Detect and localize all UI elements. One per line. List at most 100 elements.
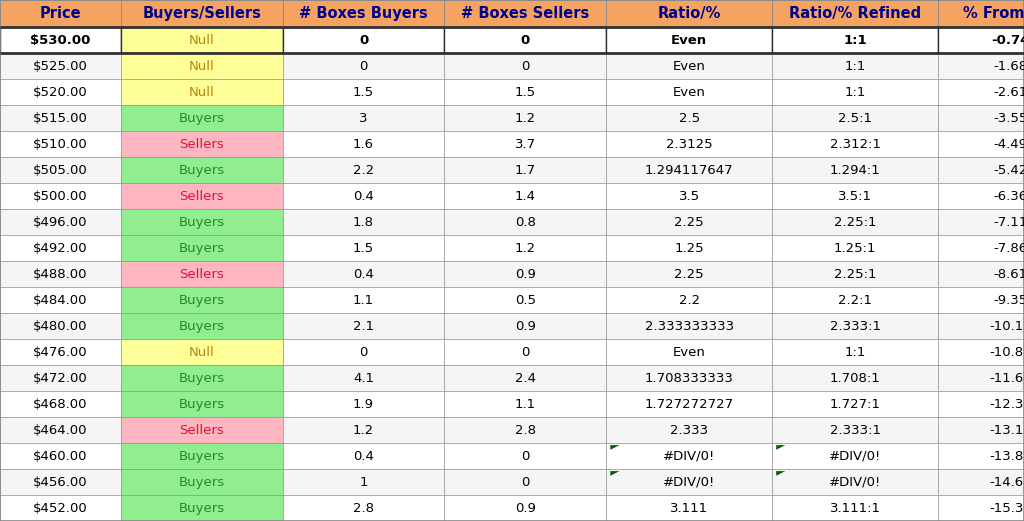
Bar (121, 495, 283, 521)
Text: Sellers: Sellers (179, 424, 224, 437)
Bar (283, 495, 444, 521)
Text: 2.2: 2.2 (679, 293, 699, 306)
Bar (444, 313, 606, 339)
Bar (606, 391, 772, 417)
Bar (0, 365, 121, 391)
Bar (121, 157, 283, 183)
Bar (283, 105, 444, 131)
Polygon shape (610, 471, 620, 476)
Bar (0, 391, 121, 417)
Text: Buyers: Buyers (178, 398, 225, 411)
Bar (938, 391, 1024, 417)
Text: 1.2: 1.2 (515, 242, 536, 255)
Text: $480.00: $480.00 (33, 319, 88, 332)
Text: 1.25: 1.25 (675, 242, 703, 255)
Bar (283, 27, 444, 53)
Bar (772, 313, 938, 339)
Bar (606, 469, 772, 495)
Text: 2.312:1: 2.312:1 (829, 138, 881, 151)
Bar (283, 391, 444, 417)
Text: $472.00: $472.00 (33, 371, 88, 384)
Text: 1.2: 1.2 (515, 111, 536, 125)
Text: -15.35%: -15.35% (989, 502, 1024, 515)
Text: -11.60%: -11.60% (989, 371, 1024, 384)
Bar (772, 209, 938, 235)
Bar (0, 469, 121, 495)
Text: # Boxes Buyers: # Boxes Buyers (299, 6, 428, 21)
Text: 1.727272727: 1.727272727 (644, 398, 734, 411)
Text: 1.2: 1.2 (353, 424, 374, 437)
Text: Ratio/% Refined: Ratio/% Refined (788, 6, 922, 21)
Bar (938, 339, 1024, 365)
Text: 2.8: 2.8 (515, 424, 536, 437)
Text: -7.86%: -7.86% (993, 242, 1024, 255)
Bar (0, 131, 121, 157)
Bar (121, 183, 283, 209)
Bar (772, 105, 938, 131)
Bar (772, 495, 938, 521)
Text: -6.36%: -6.36% (993, 190, 1024, 203)
Text: 1: 1 (359, 476, 368, 489)
Text: 1:1: 1:1 (845, 59, 865, 72)
Text: 2.1: 2.1 (353, 319, 374, 332)
Text: 0.4: 0.4 (353, 190, 374, 203)
Text: 0: 0 (521, 476, 529, 489)
Text: 3.111: 3.111 (670, 502, 709, 515)
Bar (0, 287, 121, 313)
Bar (0, 495, 121, 521)
Text: -13.85%: -13.85% (989, 450, 1024, 463)
Text: 1.294117647: 1.294117647 (645, 164, 733, 177)
Bar (772, 469, 938, 495)
Bar (121, 417, 283, 443)
Bar (0, 53, 121, 79)
Text: % From Price: % From Price (963, 6, 1024, 21)
Bar (938, 209, 1024, 235)
Text: Even: Even (673, 85, 706, 98)
Bar (0, 105, 121, 131)
Text: Null: Null (188, 59, 215, 72)
Bar (606, 53, 772, 79)
Text: 0: 0 (520, 33, 530, 46)
Bar (444, 391, 606, 417)
Text: Buyers: Buyers (178, 371, 225, 384)
Text: 0: 0 (521, 59, 529, 72)
Text: 2.4: 2.4 (515, 371, 536, 384)
Bar (772, 391, 938, 417)
Text: 2.5: 2.5 (679, 111, 699, 125)
Text: 1.7: 1.7 (515, 164, 536, 177)
Bar (121, 53, 283, 79)
Bar (444, 287, 606, 313)
Bar (444, 469, 606, 495)
Text: $496.00: $496.00 (33, 216, 88, 229)
Text: 3.5: 3.5 (679, 190, 699, 203)
Bar (121, 235, 283, 261)
Polygon shape (776, 471, 785, 476)
Bar (121, 27, 283, 53)
Text: 0.9: 0.9 (515, 268, 536, 280)
Bar (606, 417, 772, 443)
Bar (0, 27, 121, 53)
Text: -12.35%: -12.35% (989, 398, 1024, 411)
Text: 1.1: 1.1 (353, 293, 374, 306)
Bar (606, 79, 772, 105)
Bar (0, 313, 121, 339)
Text: Even: Even (673, 59, 706, 72)
Text: $510.00: $510.00 (33, 138, 88, 151)
Text: 2.2: 2.2 (353, 164, 374, 177)
Bar (444, 209, 606, 235)
Text: 2.3125: 2.3125 (666, 138, 713, 151)
Bar (938, 0, 1024, 27)
Text: -14.60%: -14.60% (989, 476, 1024, 489)
Text: 0.9: 0.9 (515, 319, 536, 332)
Text: 1.9: 1.9 (353, 398, 374, 411)
Bar (772, 339, 938, 365)
Bar (0, 339, 121, 365)
Bar (283, 79, 444, 105)
Bar (606, 157, 772, 183)
Text: $525.00: $525.00 (33, 59, 88, 72)
Text: 1.4: 1.4 (515, 190, 536, 203)
Bar (772, 79, 938, 105)
Bar (772, 365, 938, 391)
Bar (772, 183, 938, 209)
Text: # Boxes Sellers: # Boxes Sellers (461, 6, 590, 21)
